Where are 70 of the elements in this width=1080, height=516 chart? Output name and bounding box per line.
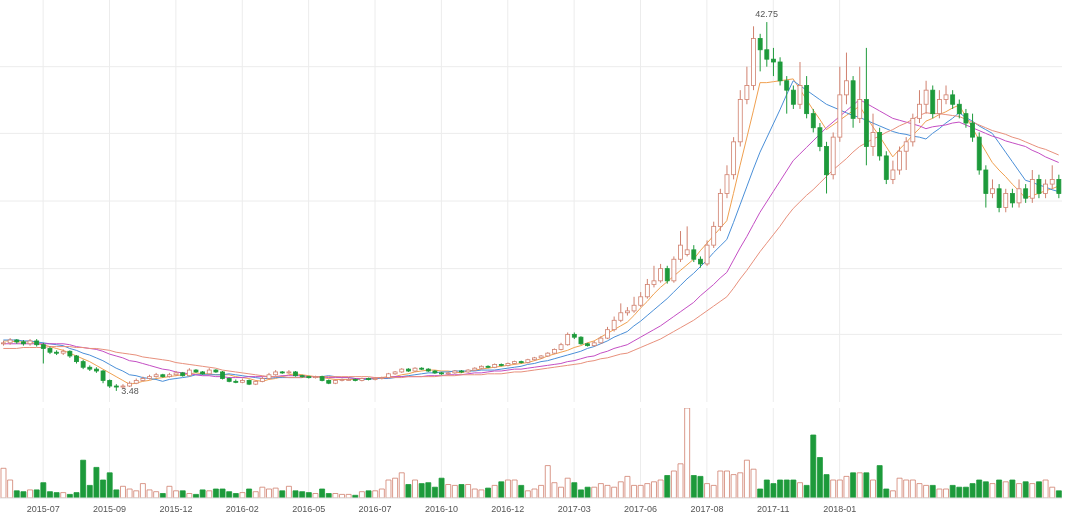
bar: [458, 484, 465, 498]
bar: [1016, 483, 1022, 498]
bar: [239, 492, 246, 498]
candlestick: [1016, 178, 1022, 209]
candlestick: [950, 89, 956, 110]
bar: [206, 490, 213, 498]
x-tick-label: 2017-08: [690, 504, 724, 515]
candlestick: [790, 84, 796, 110]
candlestick: [870, 113, 876, 157]
x-tick-label: 2017-11: [757, 504, 790, 515]
candlestick: [857, 66, 863, 124]
bar: [856, 472, 863, 498]
bar: [405, 484, 412, 498]
annotation: 42.75: [755, 9, 778, 20]
bar: [989, 483, 996, 498]
bar: [498, 481, 505, 498]
candlestick: [1056, 174, 1062, 199]
candlestick: [1023, 183, 1029, 204]
x-tick-label: 2016-12: [491, 504, 525, 515]
candlestick: [883, 150, 889, 185]
bar: [365, 490, 372, 498]
candlestick: [844, 52, 849, 105]
bar: [312, 493, 319, 498]
bar: [246, 488, 252, 498]
bar: [1036, 481, 1042, 498]
candlestick: [684, 225, 690, 257]
x-tick-label: 2018-01: [823, 504, 857, 515]
x-tick-label: 2016-05: [292, 504, 326, 515]
x-tick-label: 2015-07: [26, 504, 60, 515]
x-tick-label: 2017-03: [557, 504, 591, 515]
bar: [179, 490, 186, 498]
candlestick: [877, 127, 883, 162]
bar: [1009, 479, 1016, 498]
candlestick: [1043, 178, 1048, 199]
bar: [1029, 483, 1036, 498]
annotation: 3.48: [121, 386, 139, 397]
bar: [485, 487, 491, 498]
x-tick-label: 2015-12: [159, 504, 193, 515]
bar: [412, 479, 418, 498]
bar: [929, 485, 936, 498]
bar: [664, 475, 671, 498]
candlestick: [1010, 188, 1015, 209]
candlestick: [1049, 164, 1055, 190]
candlestick: [797, 61, 803, 110]
candlestick: [930, 84, 936, 119]
bar: [797, 482, 803, 498]
bar: [850, 472, 856, 498]
candlestick: [1029, 169, 1035, 204]
bar: [27, 489, 33, 498]
bar: [279, 490, 286, 498]
bar: [1022, 481, 1029, 498]
x-tick-label: 2017-06: [624, 504, 658, 515]
candlestick: [1036, 174, 1042, 199]
bar: [863, 472, 870, 498]
x-tick-label: 2016-10: [424, 504, 458, 515]
x-tick-label: 2015-09: [93, 504, 127, 515]
bar: [1002, 481, 1009, 498]
candlestick: [990, 178, 995, 199]
bar: [60, 492, 67, 498]
bar: [1055, 490, 1062, 498]
x-tick-label: 2016-02: [225, 504, 259, 515]
bar: [286, 485, 292, 498]
x-tick-label: 2016-07: [358, 504, 392, 515]
candlestick: [996, 183, 1002, 213]
bar: [518, 485, 525, 498]
bar: [870, 479, 876, 498]
bar: [996, 479, 1003, 498]
candlestick: [1003, 188, 1009, 213]
bar: [491, 485, 498, 498]
bar: [359, 491, 365, 498]
